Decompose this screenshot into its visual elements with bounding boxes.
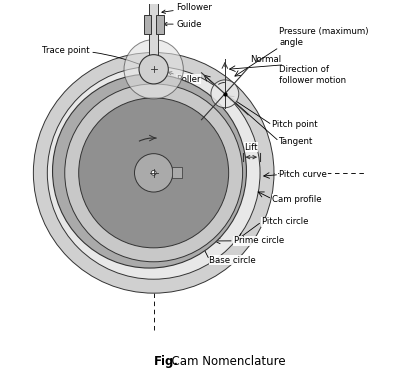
- Bar: [156, 14, 164, 34]
- Text: Cam Nomenclature: Cam Nomenclature: [164, 355, 285, 368]
- Text: Normal: Normal: [250, 55, 281, 65]
- Circle shape: [134, 154, 173, 192]
- Circle shape: [151, 170, 156, 175]
- Text: Trace point: Trace point: [42, 46, 149, 68]
- Bar: [143, 14, 151, 34]
- Circle shape: [124, 40, 183, 99]
- Text: Base circle: Base circle: [209, 256, 256, 265]
- Text: Cam profile: Cam profile: [272, 194, 322, 204]
- Text: Guide: Guide: [164, 20, 202, 29]
- Circle shape: [139, 55, 168, 84]
- Circle shape: [33, 53, 274, 293]
- Text: Cam
angle: Cam angle: [112, 142, 136, 162]
- Text: Pitch point: Pitch point: [272, 121, 318, 129]
- Text: Pitch curve: Pitch curve: [279, 170, 327, 179]
- Text: Pressure (maximum)
angle: Pressure (maximum) angle: [279, 27, 369, 47]
- Circle shape: [65, 84, 243, 262]
- Text: Direction of
follower motion: Direction of follower motion: [279, 65, 346, 85]
- Text: Fig.: Fig.: [154, 355, 179, 368]
- Text: Tangent: Tangent: [279, 137, 313, 146]
- Circle shape: [53, 74, 246, 268]
- Text: Lift: Lift: [244, 142, 258, 152]
- Text: Roller: Roller: [168, 72, 201, 83]
- Text: Follower: Follower: [162, 3, 212, 13]
- Circle shape: [211, 80, 239, 108]
- Bar: [172, 167, 181, 178]
- Circle shape: [47, 66, 260, 279]
- Text: Pitch circle: Pitch circle: [262, 217, 308, 226]
- Text: Prime circle: Prime circle: [234, 236, 284, 245]
- Bar: [149, 0, 158, 55]
- Circle shape: [79, 98, 229, 248]
